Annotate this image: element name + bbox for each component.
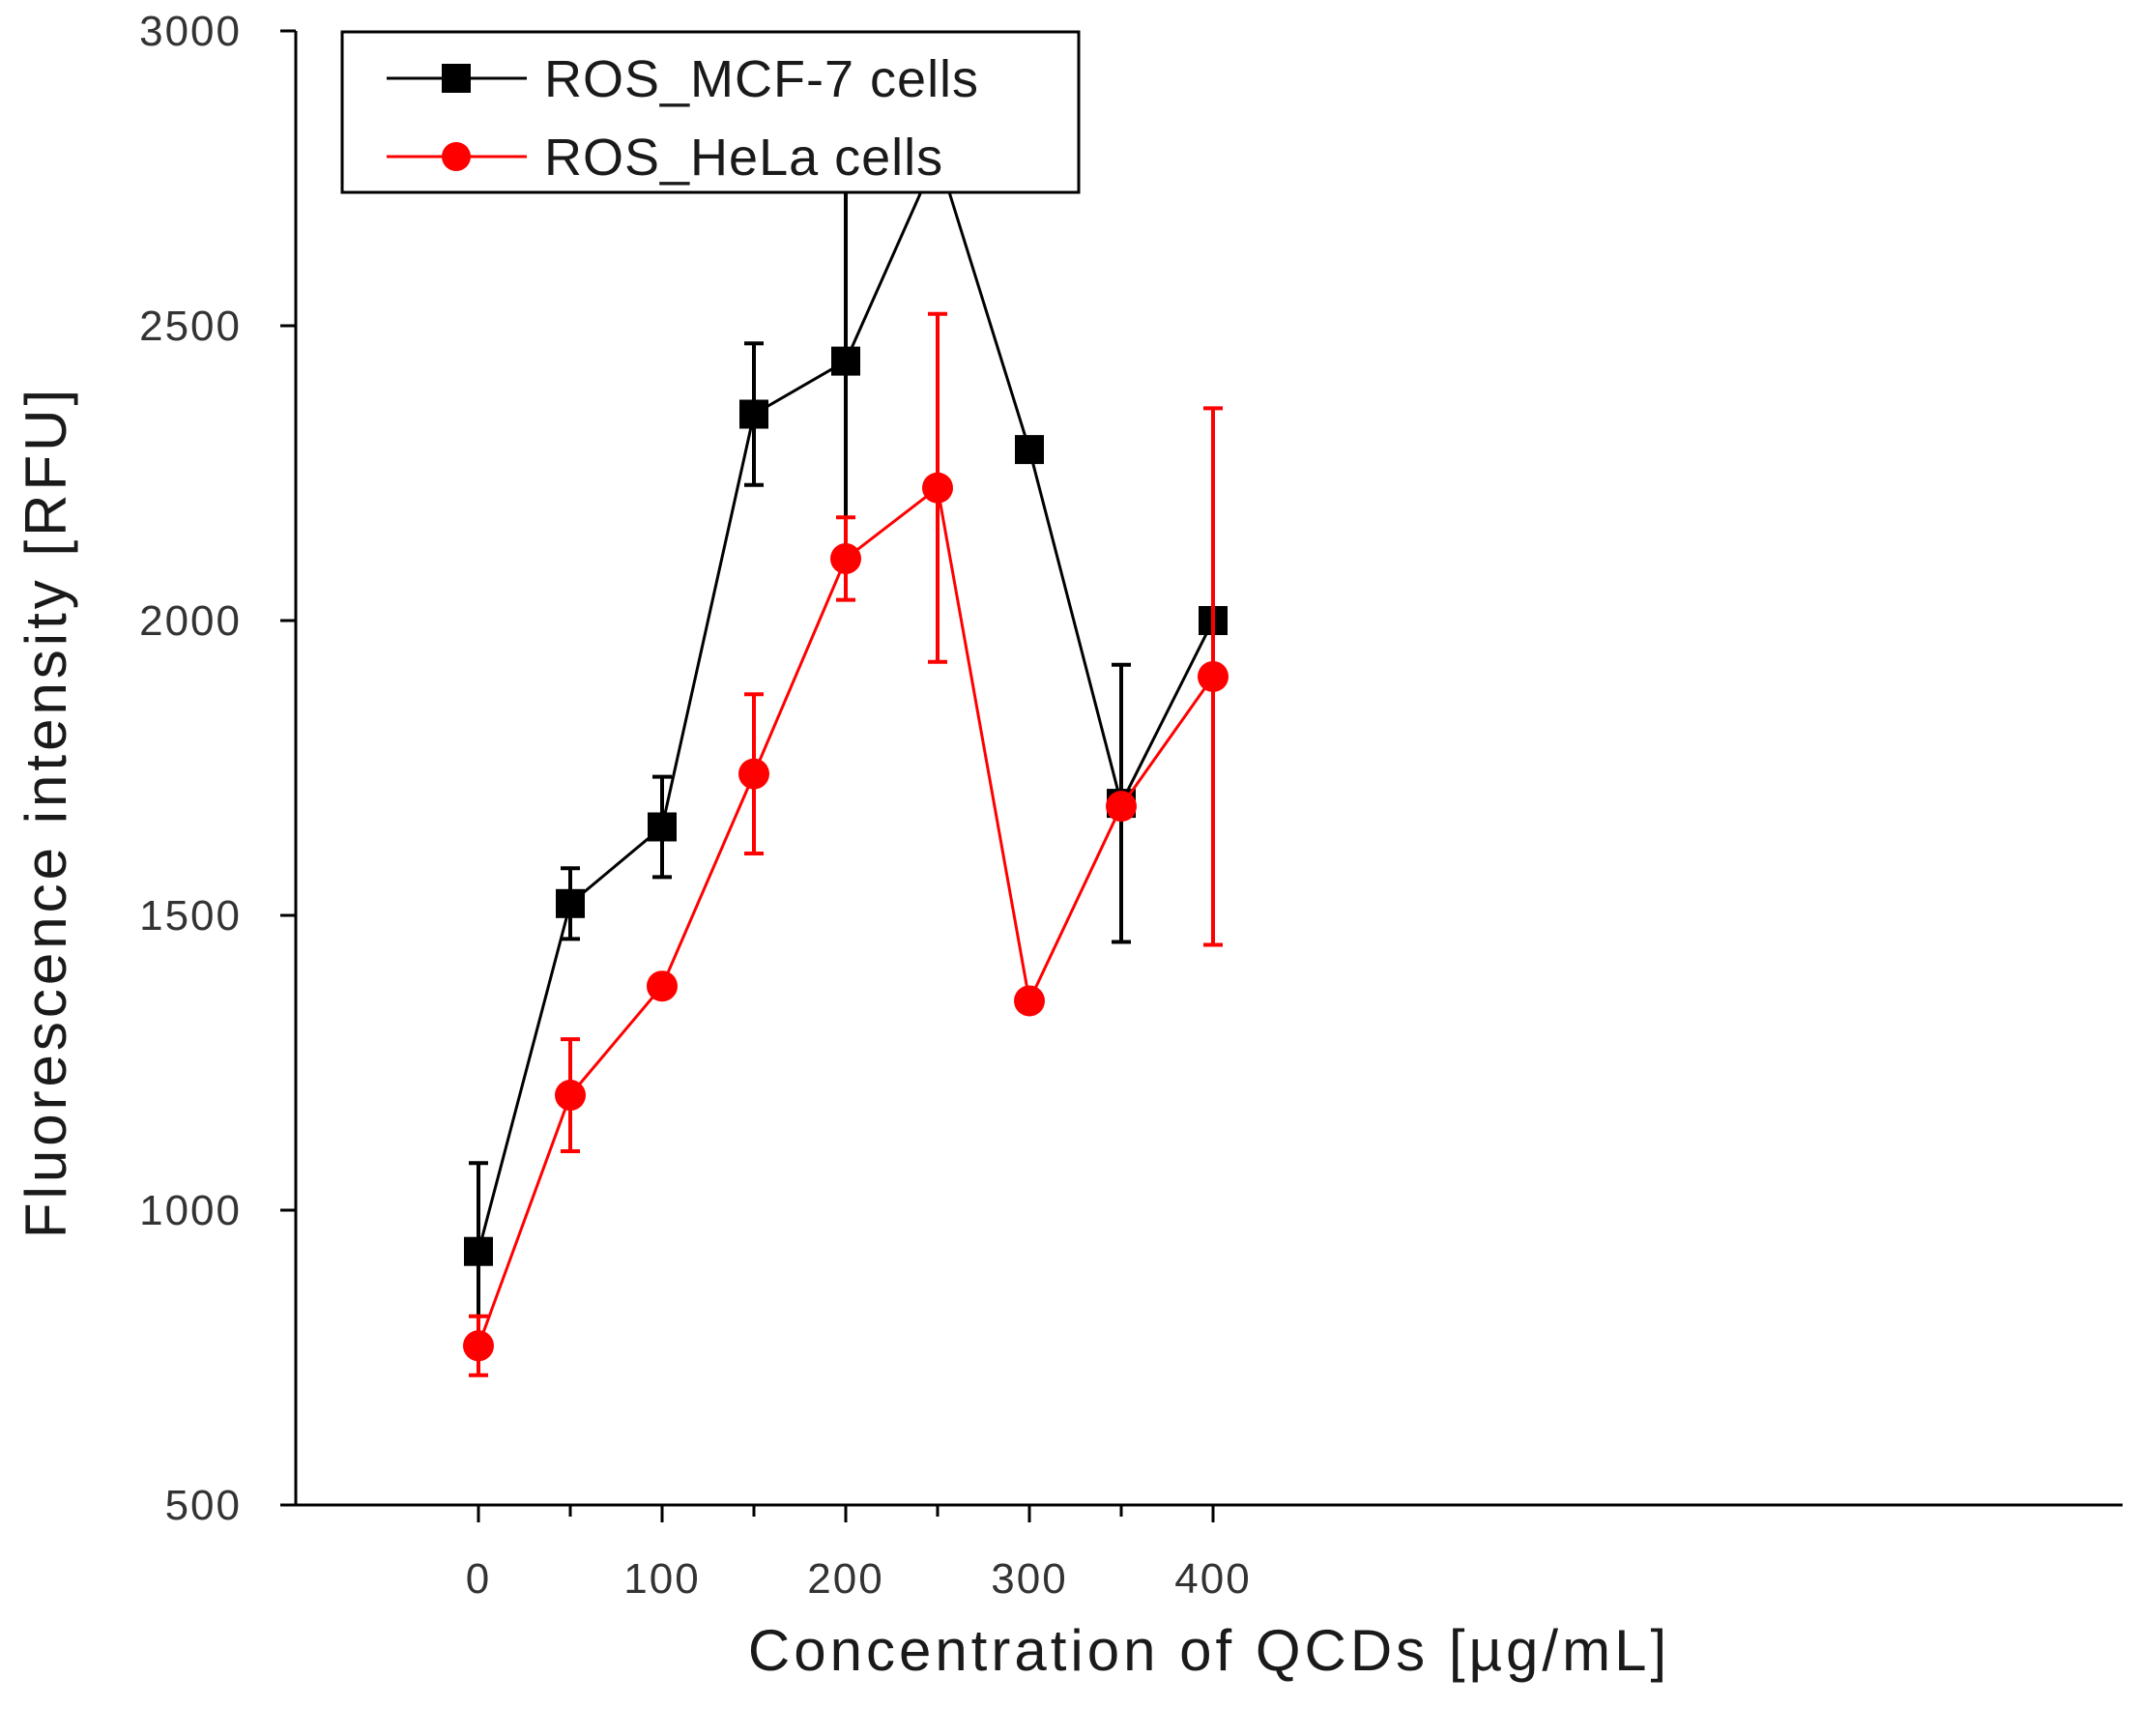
y-tick-label: 2500 bbox=[139, 303, 242, 350]
y-ticks: 500 1000 1500 2000 2500 3000 bbox=[139, 8, 296, 1529]
legend-label-hela: ROS_HeLa cells bbox=[544, 129, 943, 187]
data-point bbox=[830, 542, 861, 574]
series-hela bbox=[463, 311, 1229, 1377]
series-mcf7 bbox=[464, 140, 1228, 1343]
y-axis-title: Fluorescence intensity [RFU] bbox=[14, 386, 78, 1238]
data-point bbox=[463, 1330, 494, 1362]
data-point bbox=[1015, 435, 1044, 465]
x-tick-label: 100 bbox=[623, 1555, 700, 1603]
y-tick-label: 2000 bbox=[139, 597, 242, 645]
data-point bbox=[555, 1080, 586, 1112]
legend: ROS_MCF-7 cells ROS_HeLa cells bbox=[340, 30, 1081, 194]
legend-marker-mcf7 bbox=[442, 64, 471, 93]
y-tick-label: 3000 bbox=[139, 8, 242, 55]
data-point bbox=[1014, 985, 1045, 1017]
data-point bbox=[922, 472, 953, 504]
data-point bbox=[556, 888, 585, 918]
x-axis-title: Concentration of QCDs [µg/mL] bbox=[748, 1618, 1670, 1683]
legend-label-mcf7: ROS_MCF-7 cells bbox=[544, 50, 979, 108]
data-point bbox=[831, 346, 860, 376]
series-line bbox=[477, 485, 1215, 1346]
y-tick-label: 1500 bbox=[139, 892, 242, 940]
series-layer bbox=[463, 140, 1229, 1377]
x-tick-label: 400 bbox=[1174, 1555, 1251, 1603]
x-tick-label: 300 bbox=[991, 1555, 1067, 1603]
x-tick-label: 200 bbox=[807, 1555, 883, 1603]
data-point bbox=[464, 1236, 493, 1266]
data-point bbox=[1106, 791, 1137, 823]
data-point bbox=[1198, 660, 1229, 692]
data-point bbox=[648, 812, 677, 842]
y-tick-label: 1000 bbox=[139, 1187, 242, 1234]
data-point bbox=[739, 399, 768, 429]
x-ticks: 0 100 200 300 400 bbox=[466, 1505, 1251, 1603]
x-tick-label: 0 bbox=[466, 1555, 491, 1603]
legend-marker-hela bbox=[442, 142, 471, 171]
data-point bbox=[647, 970, 678, 1002]
data-point bbox=[738, 758, 769, 790]
y-tick-label: 500 bbox=[165, 1482, 242, 1529]
